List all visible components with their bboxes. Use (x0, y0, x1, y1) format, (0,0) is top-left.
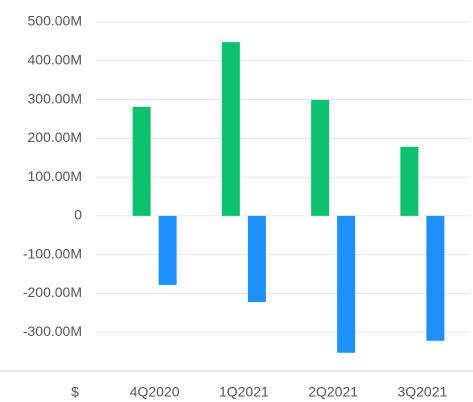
bar (247, 215, 266, 302)
bar (400, 146, 419, 216)
bar (221, 42, 240, 216)
y-tick-label: 300.00M (28, 90, 82, 106)
x-tick-label: 2Q2021 (308, 384, 358, 400)
unit-label: $ (71, 384, 79, 400)
bar (337, 215, 356, 353)
y-tick-label: 500.00M (28, 13, 82, 29)
y-tick-label: 400.00M (28, 51, 82, 67)
x-tick-label: 4Q2020 (130, 384, 180, 400)
y-tick-label: -300.00M (23, 323, 82, 339)
y-tick-label: -100.00M (23, 245, 82, 261)
bar (158, 215, 177, 285)
bar (132, 106, 151, 216)
y-tick-label: 0 (74, 207, 82, 223)
bar (426, 215, 445, 341)
x-tick-label: 1Q2021 (219, 384, 269, 400)
y-tick-label: 200.00M (28, 129, 82, 145)
y-tick-label: -200.00M (23, 284, 82, 300)
y-tick-label: 100.00M (28, 168, 82, 184)
bar (311, 99, 330, 216)
x-tick-label: 3Q2021 (397, 384, 447, 400)
